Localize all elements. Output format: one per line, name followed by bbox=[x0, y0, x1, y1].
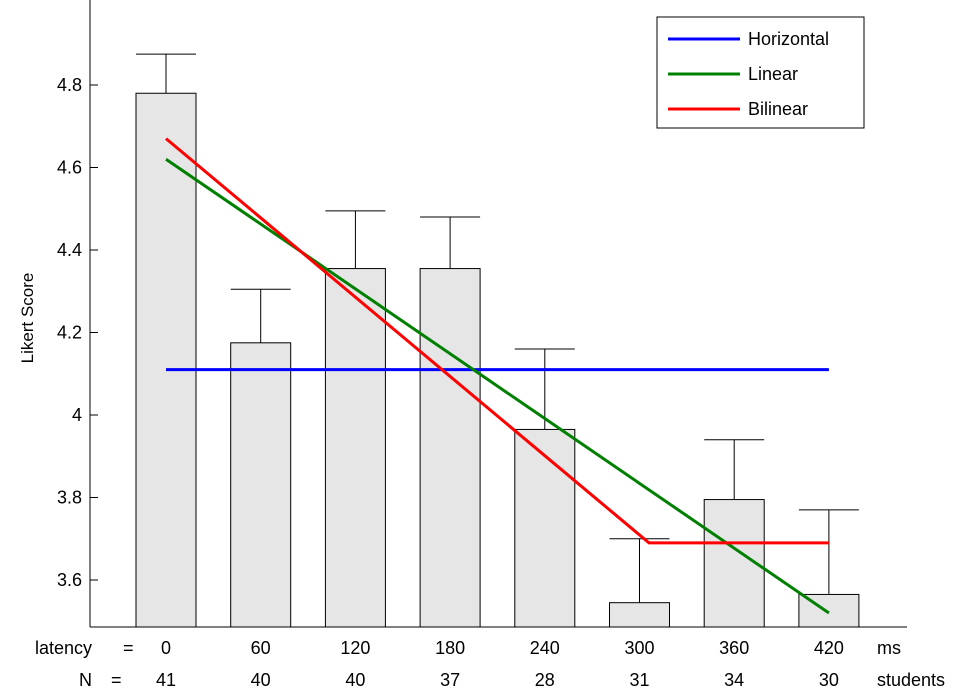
latency-value-0: 0 bbox=[161, 638, 171, 658]
latency-value-240: 240 bbox=[530, 638, 560, 658]
y-tick-label-4.4: 4.4 bbox=[57, 240, 82, 260]
bar-0 bbox=[135, 92, 197, 628]
latency-row-label: latency bbox=[35, 638, 92, 658]
latency-value-120: 120 bbox=[340, 638, 370, 658]
series-line-linear bbox=[165, 157, 830, 615]
n-row-label: N bbox=[79, 670, 92, 690]
bar-420 bbox=[798, 593, 860, 628]
y-axis-title: Likert Score bbox=[18, 273, 37, 364]
legend-entries: Horizontal Linear Bilinear bbox=[668, 29, 829, 119]
y-tick-label-4.6: 4.6 bbox=[57, 158, 82, 178]
latency-row-equals: = bbox=[123, 638, 134, 658]
legend-label-horizontal: Horizontal bbox=[748, 29, 829, 49]
latency-value-180: 180 bbox=[435, 638, 465, 658]
latency-value-360: 360 bbox=[719, 638, 749, 658]
y-tick-label-3.8: 3.8 bbox=[57, 488, 82, 508]
n-row-equals: = bbox=[111, 670, 122, 690]
axes-frame bbox=[89, 0, 907, 628]
latency-row: latency = 0 60 120 180 240 300 360 420 ms bbox=[35, 638, 901, 658]
latency-value-420: 420 bbox=[814, 638, 844, 658]
bars-layer bbox=[135, 92, 860, 628]
n-value-60: 40 bbox=[251, 670, 271, 690]
legend-label-bilinear: Bilinear bbox=[748, 99, 808, 119]
latency-value-60: 60 bbox=[251, 638, 271, 658]
error-bars-layer bbox=[136, 53, 859, 603]
n-row-unit: students bbox=[877, 670, 945, 690]
bar-120 bbox=[324, 268, 386, 628]
y-tick-label-3.6: 3.6 bbox=[57, 570, 82, 590]
n-value-120: 40 bbox=[345, 670, 365, 690]
series-line-bilinear bbox=[165, 137, 829, 545]
n-value-360: 34 bbox=[724, 670, 744, 690]
bar-240 bbox=[514, 428, 576, 628]
y-tick-label-4.2: 4.2 bbox=[57, 323, 82, 343]
n-values: 41 40 40 37 28 31 34 30 bbox=[156, 670, 839, 690]
y-tick-label-4: 4 bbox=[72, 405, 82, 425]
bar-180 bbox=[419, 268, 481, 628]
n-value-180: 37 bbox=[440, 670, 460, 690]
n-value-240: 28 bbox=[535, 670, 555, 690]
y-ticks-layer: 3.6 3.8 4 4.2 4.4 4.6 4.8 bbox=[57, 75, 98, 590]
bar-300 bbox=[609, 602, 670, 628]
bar-60 bbox=[230, 342, 292, 628]
fit-lines-layer bbox=[165, 137, 830, 615]
latency-value-300: 300 bbox=[624, 638, 654, 658]
latency-values: 0 60 120 180 240 300 360 420 bbox=[161, 638, 844, 658]
y-tick-label-4.8: 4.8 bbox=[57, 75, 82, 95]
n-row: N = 41 40 40 37 28 31 34 30 students bbox=[79, 670, 945, 690]
n-value-300: 31 bbox=[629, 670, 649, 690]
latency-row-unit: ms bbox=[877, 638, 901, 658]
n-value-420: 30 bbox=[819, 670, 839, 690]
legend: Horizontal Linear Bilinear bbox=[656, 16, 865, 129]
n-value-0: 41 bbox=[156, 670, 176, 690]
legend-label-linear: Linear bbox=[748, 64, 798, 84]
